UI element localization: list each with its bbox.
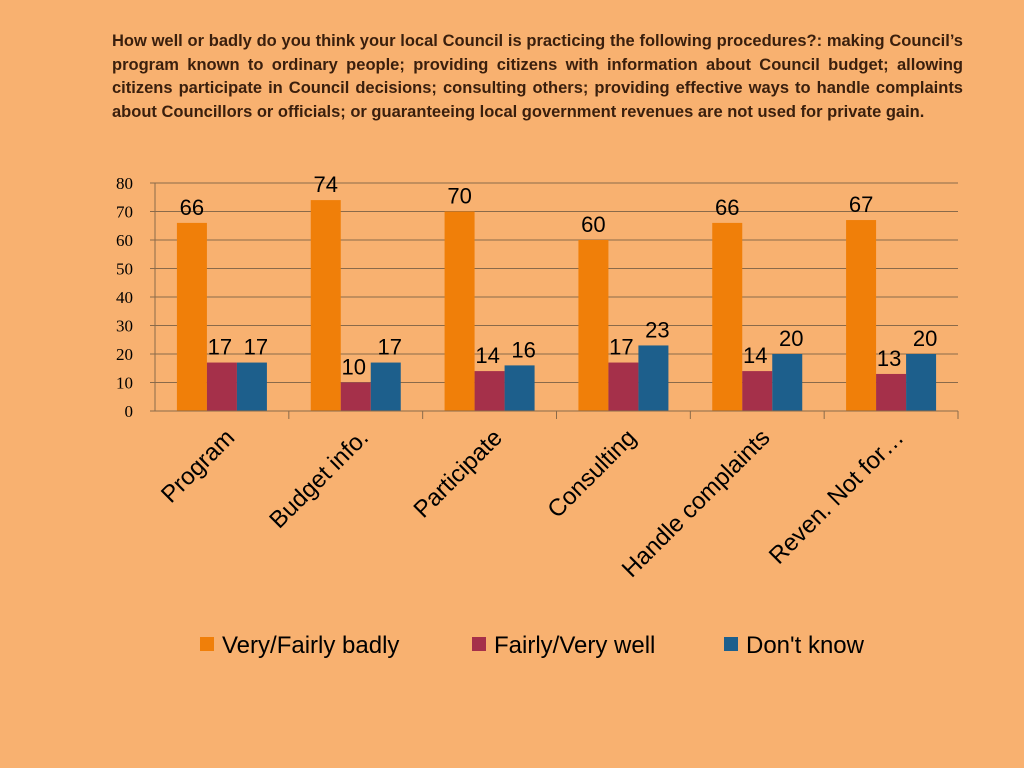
bar [370, 362, 401, 411]
bar [742, 371, 773, 411]
y-tick-label: 30 [116, 317, 133, 336]
y-tick-label: 10 [116, 374, 133, 393]
x-tick-label: Participate [409, 424, 508, 523]
data-label: 17 [609, 335, 633, 360]
y-tick-label: 70 [116, 203, 133, 222]
bar [638, 345, 669, 411]
data-label: 17 [244, 335, 268, 360]
data-label: 16 [511, 337, 535, 362]
bar [474, 371, 505, 411]
data-label: 67 [849, 192, 873, 217]
x-tick-label: Budget info. [264, 424, 374, 534]
data-label: 20 [779, 326, 803, 351]
legend-swatch [472, 637, 486, 651]
data-label: 10 [342, 355, 366, 380]
bar [444, 211, 475, 411]
data-label: 74 [314, 172, 338, 197]
bar [176, 222, 207, 411]
bar [236, 362, 267, 411]
bar [772, 354, 803, 411]
legend-label: Don't know [746, 632, 865, 659]
gridlines [155, 182, 958, 383]
data-label: 14 [743, 343, 767, 368]
data-label: 66 [180, 195, 204, 220]
data-label: 17 [378, 335, 402, 360]
x-tick-label: Consulting [542, 424, 641, 523]
data-label: 60 [581, 212, 605, 237]
bar [608, 362, 639, 411]
y-tick-label: 50 [116, 260, 133, 279]
data-label: 13 [877, 346, 901, 371]
y-tick-label: 80 [116, 174, 133, 193]
x-tick-label: Handle complaints [617, 424, 776, 583]
bar [876, 373, 907, 411]
data-label: 23 [645, 317, 669, 342]
bar [340, 382, 371, 411]
bar [846, 220, 877, 411]
data-label: 66 [715, 195, 739, 220]
bars [176, 200, 937, 411]
data-label: 14 [475, 343, 499, 368]
data-label: 17 [208, 335, 232, 360]
chart-title: How well or badly do you think your loca… [112, 32, 963, 121]
legend-swatch [200, 637, 214, 651]
bar [906, 354, 937, 411]
bar [578, 240, 609, 411]
legend-label: Very/Fairly badly [222, 632, 399, 659]
y-tick-label: 40 [116, 288, 133, 307]
y-tick-label: 0 [125, 402, 134, 421]
y-axis-ticks: 0 10 20 30 40 50 60 70 80 [116, 174, 133, 421]
x-axis [150, 182, 959, 419]
y-tick-label: 60 [116, 231, 133, 250]
bar [310, 200, 341, 411]
bar [206, 362, 237, 411]
x-tick-label: Reven. Not for… [764, 424, 909, 569]
category-labels: Program Budget info. Participate Consulting… [156, 424, 909, 583]
bar [712, 222, 743, 411]
data-label: 70 [447, 184, 471, 209]
data-label: 20 [913, 326, 937, 351]
y-tick-label: 20 [116, 345, 133, 364]
legend-label: Fairly/Very well [494, 632, 655, 659]
x-tick-label: Program [156, 424, 240, 508]
legend-swatch [724, 637, 738, 651]
data-labels: 66 17 17 74 10 17 70 14 16 60 17 23 66 14 20 67 13 20 [180, 172, 938, 379]
bar [504, 365, 535, 411]
legend: Very/Fairly badly Fairly/Very well Don't k… [200, 632, 865, 659]
